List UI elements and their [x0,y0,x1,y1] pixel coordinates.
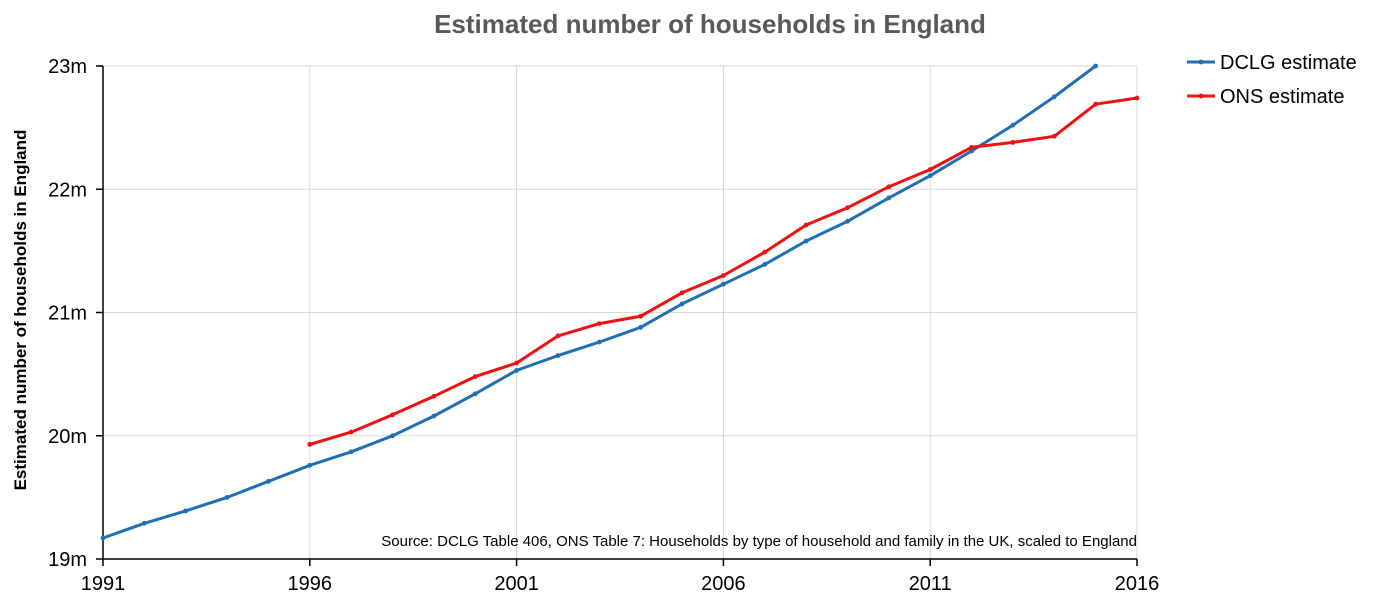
data-point-ons [514,360,519,366]
data-point-dclg [1093,63,1099,69]
data-point-dclg [596,339,602,345]
chart-title: Estimated number of households in Englan… [434,9,986,39]
data-point-ons [927,167,933,172]
legend-marker-dclg [1198,59,1204,65]
data-point-ons [555,333,561,339]
y-tick-label: 23m [48,56,87,78]
data-point-ons [390,412,395,418]
data-point-dclg [1051,94,1057,100]
y-tick-label: 22m [48,179,87,201]
y-tick-label: 21m [48,303,87,325]
data-point-ons [845,205,850,211]
data-point-ons [472,374,478,379]
series-line-dclg [102,64,1097,540]
data-point-dclg [390,433,395,439]
gridlines [103,65,1138,559]
data-point-ons [1134,95,1140,101]
data-point-ons [348,429,354,435]
data-point-dclg [845,218,850,224]
data-point-dclg [721,281,726,287]
y-tick-label: 19m [48,549,87,571]
legend-label-ons: ONS estimate [1220,86,1344,108]
x-tick-label: 2011 [909,573,952,595]
data-point-ons [1010,140,1016,145]
data-point-dclg [266,478,271,484]
data-point-dclg [100,535,106,541]
series-ons [307,95,1140,447]
x-tick-labels: 1991 1996 2001 2006 2011 2016 [81,573,1160,595]
data-point-ons [762,249,768,255]
data-point-dclg [803,238,809,244]
y-tick-labels: 19m 20m 21m 22m 23m [48,56,87,571]
data-point-dclg [679,301,685,307]
data-point-ons [886,184,892,190]
series-layer [100,63,1140,541]
data-point-ons [431,393,437,399]
data-point-dclg [472,391,478,397]
y-axis-label: Estimated number of households in Englan… [11,130,30,491]
data-point-dclg [1010,122,1016,128]
data-point-ons [969,144,974,150]
data-point-dclg [555,353,561,359]
data-point-dclg [969,148,974,154]
data-point-ons [721,273,726,278]
data-point-ons [596,321,602,326]
series-dclg [100,63,1099,541]
legend-item-ons: ONS estimate [1187,86,1344,108]
data-point-dclg [514,368,519,373]
data-point-ons [307,441,313,447]
x-tick-label: 1996 [288,573,333,595]
data-point-dclg [183,508,189,514]
data-point-ons [1093,101,1099,107]
data-point-ons [638,313,644,319]
data-point-dclg [886,195,892,201]
x-tick-label: 2001 [494,573,539,595]
source-annotation: Source: DCLG Table 406, ONS Table 7: Hou… [381,533,1137,550]
data-point-ons [1051,133,1057,139]
data-point-dclg [927,173,933,179]
legend-label-dclg: DCLG estimate [1220,52,1357,74]
axes [96,65,1138,566]
data-point-dclg [431,413,437,419]
legend-item-dclg: DCLG estimate [1187,52,1357,74]
legend: DCLG estimate ONS estimate [1187,52,1357,108]
data-point-dclg [307,462,313,468]
data-point-dclg [638,324,644,330]
data-point-dclg [348,449,354,455]
data-point-dclg [224,494,230,500]
data-point-dclg [762,262,768,267]
x-tick-label: 2006 [701,573,746,595]
data-point-ons [679,290,685,296]
data-point-dclg [141,520,147,526]
x-tick-label: 2016 [1115,573,1160,595]
data-point-ons [803,222,809,228]
y-tick-label: 20m [48,426,87,448]
legend-marker-ons [1198,93,1204,99]
x-tick-label: 1991 [81,573,126,595]
